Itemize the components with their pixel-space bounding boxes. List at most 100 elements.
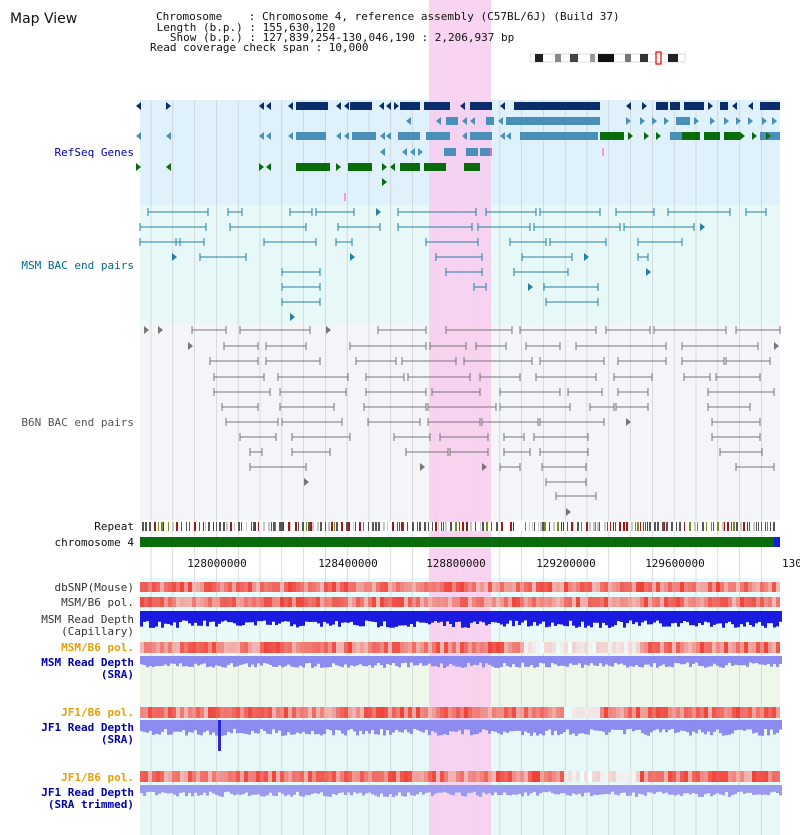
polymorphism-cell bbox=[708, 597, 712, 607]
depth-bar bbox=[572, 656, 575, 665]
repeat-feature bbox=[325, 522, 326, 531]
depth-bar bbox=[602, 611, 605, 623]
polymorphism-cell bbox=[396, 582, 400, 592]
depth-bar bbox=[767, 656, 770, 664]
msm-bac-track[interactable] bbox=[139, 208, 767, 321]
depth-bar bbox=[164, 785, 167, 793]
polymorphism-cell bbox=[240, 707, 244, 718]
depth-bar bbox=[464, 656, 467, 668]
gene-arrow bbox=[166, 102, 171, 110]
depth-bar bbox=[578, 785, 581, 794]
polymorphism-tracks[interactable] bbox=[140, 582, 780, 782]
polymorphism-cell bbox=[480, 597, 484, 607]
polymorphism-cell bbox=[316, 582, 320, 592]
polymorphism-cell bbox=[580, 597, 584, 607]
polymorphism-cell bbox=[528, 707, 532, 718]
depth-bar bbox=[395, 656, 398, 666]
depth-bar bbox=[776, 656, 779, 667]
polymorphism-cell bbox=[460, 707, 464, 718]
depth-bar bbox=[404, 656, 407, 663]
depth-bar bbox=[245, 656, 248, 664]
gene-arrow bbox=[500, 102, 505, 110]
depth-bar bbox=[617, 611, 620, 622]
polymorphism-cell bbox=[180, 771, 184, 782]
polymorphism-cell bbox=[516, 707, 520, 718]
polymorphism-cell bbox=[432, 642, 436, 653]
depth-bar bbox=[773, 611, 776, 628]
depth-bar bbox=[530, 720, 533, 736]
polymorphism-cell bbox=[472, 707, 476, 718]
repeat-feature bbox=[336, 522, 338, 531]
depth-bar bbox=[155, 611, 158, 627]
depth-bar bbox=[146, 611, 149, 622]
depth-bar bbox=[320, 611, 323, 627]
polymorphism-cell bbox=[156, 597, 160, 607]
depth-bar bbox=[518, 656, 521, 668]
polymorphism-cell bbox=[712, 597, 716, 607]
repeat-feature bbox=[462, 522, 464, 531]
polymorphism-cell bbox=[492, 707, 496, 718]
label-refseq-genes[interactable]: RefSeq Genes bbox=[55, 146, 134, 159]
polymorphism-cell bbox=[572, 582, 576, 592]
depth-bar bbox=[533, 656, 536, 668]
depth-bar bbox=[758, 720, 761, 736]
depth-bar bbox=[710, 656, 713, 667]
depth-bar bbox=[410, 656, 413, 663]
polymorphism-cell bbox=[428, 707, 432, 718]
polymorphism-cell bbox=[224, 707, 228, 718]
polymorphism-cell bbox=[160, 771, 164, 782]
depth-bar bbox=[521, 611, 524, 623]
polymorphism-cell bbox=[188, 642, 192, 653]
repeat-feature bbox=[647, 522, 648, 531]
depth-bar bbox=[194, 656, 197, 664]
depth-bar bbox=[674, 611, 677, 623]
gene-block bbox=[296, 132, 326, 140]
repeat-feature bbox=[770, 522, 771, 531]
depth-bar bbox=[260, 611, 263, 622]
depth-bar bbox=[515, 656, 518, 667]
polymorphism-cell bbox=[248, 642, 252, 653]
polymorphism-cell bbox=[628, 597, 632, 607]
polymorphism-cell bbox=[332, 707, 336, 718]
polymorphism-cell bbox=[508, 597, 512, 607]
polymorphism-cell bbox=[440, 642, 444, 653]
polymorphism-cell bbox=[188, 582, 192, 592]
depth-bar bbox=[596, 611, 599, 623]
polymorphism-cell bbox=[196, 707, 200, 718]
depth-bar bbox=[473, 720, 476, 735]
polymorphism-cell bbox=[704, 771, 708, 782]
polymorphism-cell bbox=[740, 642, 744, 653]
polymorphism-cell bbox=[732, 582, 736, 592]
depth-bar bbox=[578, 720, 581, 734]
depth-bar bbox=[305, 720, 308, 734]
repeat-feature bbox=[731, 522, 732, 531]
polymorphism-cell bbox=[328, 642, 332, 653]
polymorphism-cell bbox=[648, 597, 652, 607]
polymorphism-cell bbox=[608, 771, 612, 782]
depth-bar bbox=[194, 611, 197, 623]
b6n-bac-track[interactable] bbox=[144, 326, 781, 516]
label-msm-bac[interactable]: MSM BAC end pairs bbox=[21, 259, 134, 272]
polymorphism-cell bbox=[204, 597, 208, 607]
depth-bar bbox=[341, 720, 344, 734]
gene-arrow bbox=[664, 117, 669, 125]
polymorphism-cell bbox=[340, 642, 344, 653]
gene-block bbox=[480, 148, 490, 156]
refseq-genes-track[interactable] bbox=[136, 102, 780, 201]
depth-bar bbox=[398, 785, 401, 793]
depth-bar bbox=[755, 656, 758, 663]
chromosome-bar[interactable] bbox=[140, 537, 775, 547]
label-b6n-bac[interactable]: B6N BAC end pairs bbox=[21, 416, 134, 429]
polymorphism-cell bbox=[692, 582, 696, 592]
polymorphism-cell bbox=[256, 707, 260, 718]
chromosome-ideogram[interactable] bbox=[529, 51, 686, 65]
polymorphism-cell bbox=[332, 771, 336, 782]
depth-bar bbox=[482, 785, 485, 793]
gene-arrow bbox=[762, 117, 767, 125]
depth-bar bbox=[308, 720, 311, 735]
depth-bar bbox=[659, 720, 662, 733]
read-depth-tracks[interactable] bbox=[140, 611, 782, 797]
repeat-track[interactable] bbox=[140, 522, 780, 531]
depth-bar bbox=[299, 611, 302, 627]
depth-bar bbox=[290, 720, 293, 735]
